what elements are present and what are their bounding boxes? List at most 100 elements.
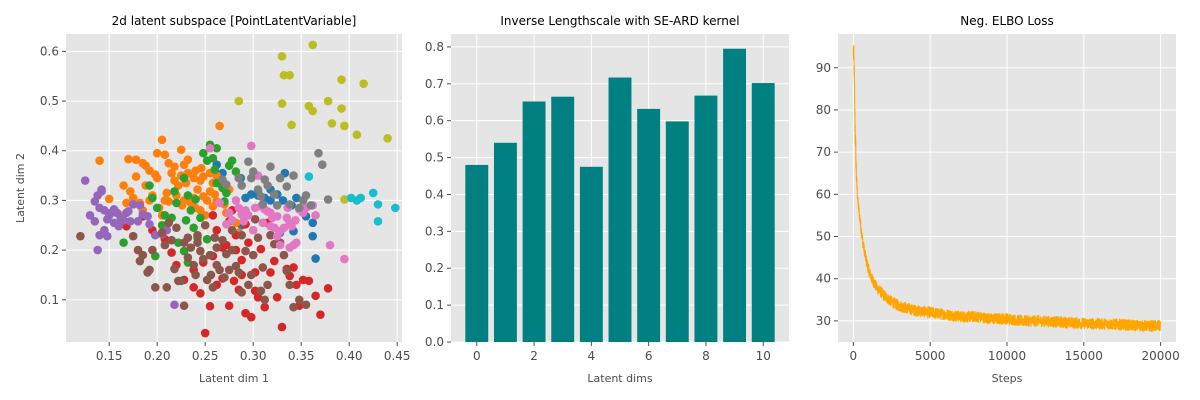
scatter-point (323, 284, 333, 293)
scatter-point (215, 265, 224, 275)
scatter-point (131, 155, 141, 164)
bar-6 (637, 108, 661, 342)
bar-ytick-label: 0.0 (425, 335, 444, 349)
scatter-point (205, 143, 215, 153)
bar-8 (694, 95, 718, 342)
scatter-point (258, 218, 268, 228)
scatter-point (308, 231, 318, 241)
scatter-point (167, 235, 176, 245)
scatter-point (122, 198, 131, 208)
scatter-point (95, 156, 104, 165)
scatter-point (260, 302, 270, 312)
scatter-xtick-label: 0.40 (336, 349, 363, 363)
bar-3 (551, 96, 575, 342)
scatter-point (106, 208, 116, 218)
scatter-point (304, 276, 314, 286)
scatter-point (277, 52, 287, 61)
scatter-point (170, 187, 179, 196)
bar-ytick-label: 0.8 (425, 40, 444, 54)
scatter-point (260, 295, 270, 305)
scatter-point (90, 216, 100, 226)
scatter-point (218, 235, 227, 245)
bar-ytick-label: 0.4 (425, 187, 444, 201)
scatter-point (186, 243, 196, 252)
bar-xtick-label: 4 (588, 349, 596, 363)
scatter-point (205, 250, 215, 260)
scatter-point (95, 203, 104, 213)
scatter-point (373, 200, 383, 209)
scatter-point (250, 203, 260, 213)
scatter-point (337, 75, 346, 85)
scatter-point (189, 173, 198, 183)
scatter-xtick-label: 0.15 (96, 349, 123, 363)
scatter-point (205, 301, 215, 311)
scatter-point (206, 270, 216, 280)
scatter-point (244, 211, 253, 220)
scatter-point (116, 213, 126, 223)
scatter-ytick-label: 0.3 (40, 193, 59, 207)
scatter-point (224, 265, 234, 275)
scatter-point (237, 181, 246, 190)
loss-ytick-label: 90 (816, 61, 831, 75)
scatter-point (131, 172, 141, 181)
scatter-point (277, 322, 287, 332)
bar-ytick-label: 0.5 (425, 151, 444, 165)
scatter-point (246, 141, 256, 151)
scatter-point (135, 201, 145, 210)
bar-title: Inverse Lengthscale with SE-ARD kernel (500, 14, 739, 28)
scatter-point (179, 246, 189, 256)
scatter-point (200, 220, 210, 230)
scatter-point (148, 245, 157, 255)
scatter-point (234, 96, 244, 106)
scatter-xtick-label: 0.25 (192, 349, 219, 363)
scatter-title: 2d latent subspace [PointLatentVariable] (112, 14, 357, 28)
scatter-point (231, 167, 241, 176)
scatter-point (189, 283, 198, 292)
scatter-point (179, 238, 189, 247)
scatter-point (250, 214, 260, 224)
scatter-point (193, 238, 202, 247)
scatter-point (200, 328, 210, 338)
scatter-point (318, 160, 327, 169)
scatter-point (212, 143, 222, 153)
scatter-point (172, 198, 181, 208)
scatter-point (102, 231, 112, 241)
scatter-point (244, 280, 253, 290)
scatter-point (234, 203, 244, 213)
scatter-point (122, 208, 131, 218)
scatter-ytick-label: 0.1 (40, 293, 59, 307)
scatter-point (325, 240, 335, 250)
scatter-point (272, 292, 282, 302)
scatter-point (244, 157, 253, 166)
scatter-point (148, 193, 157, 203)
scatter-point (150, 230, 160, 240)
scatter-point (196, 246, 205, 256)
scatter-xtick-label: 0.30 (240, 349, 267, 363)
scatter-point (128, 193, 138, 203)
scatter-point (248, 225, 258, 235)
scatter-point (215, 198, 224, 208)
scatter-point (285, 70, 294, 80)
scatter-xtick-label: 0.35 (288, 349, 315, 363)
scatter-point (189, 260, 198, 270)
scatter-point (193, 185, 202, 194)
scatter-point (327, 119, 337, 128)
scatter-point (256, 244, 266, 254)
scatter-point (152, 173, 162, 183)
scatter-point (272, 212, 282, 221)
scatter-point (234, 173, 244, 183)
scatter-point (275, 240, 285, 250)
bar-7 (665, 121, 689, 343)
scatter-point (85, 211, 95, 220)
scatter-point (208, 283, 218, 292)
scatter-point (109, 218, 119, 228)
scatter-point (292, 280, 301, 290)
scatter-point (308, 218, 318, 228)
bar-ytick-label: 0.3 (425, 224, 444, 238)
bar-xtick-label: 8 (702, 349, 710, 363)
loss-xlabel: Steps (992, 372, 1023, 385)
scatter-point (104, 194, 114, 204)
scatter-point (208, 211, 218, 220)
scatter-point (231, 196, 241, 205)
scatter-point (138, 250, 148, 260)
